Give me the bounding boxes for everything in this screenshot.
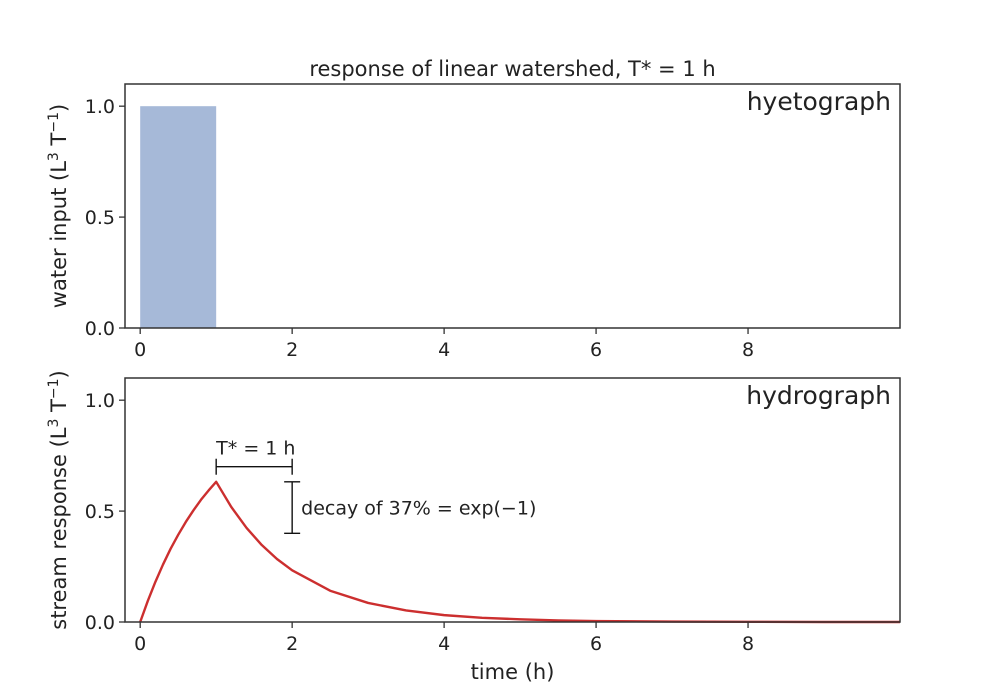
hydrograph-xtick-label-3: 6 xyxy=(590,633,602,655)
hyetograph-xtick-label-1: 2 xyxy=(286,339,298,361)
hyetograph-axes-frame xyxy=(124,83,901,329)
tstar-label: T* = 1 h xyxy=(215,438,295,460)
hyetograph-ylabel-sup1: 3 xyxy=(46,152,62,161)
hydrograph-series-line-0 xyxy=(139,480,900,624)
hydrograph-panel: hydrograph stream response (L3 T−1) time… xyxy=(46,370,901,684)
hyetograph-xtick-label-2: 4 xyxy=(438,339,450,361)
hyetograph-ytick-label-0: 0.0 xyxy=(85,318,115,340)
hydrograph-ytick-label-1: 0.5 xyxy=(85,501,115,523)
hydrograph-xtick-label-0: 0 xyxy=(134,633,146,655)
hyetograph-ylabel-sup2: −1 xyxy=(46,112,62,133)
hydrograph-ylabel-sup2: −1 xyxy=(46,378,62,399)
hydrograph-ytick-label-0: 0.0 xyxy=(85,612,115,634)
hyetograph-ylabel-a: water input (L xyxy=(47,161,71,308)
chart-title: response of linear watershed, T* = 1 h xyxy=(309,57,715,81)
hydrograph-ylabel-b: T xyxy=(47,399,71,419)
hyetograph-panel: hyetograph water input (L3 T−1) 0 2 4 6 8 0.0… xyxy=(46,83,901,361)
hydrograph-axes-frame xyxy=(124,377,901,623)
hydrograph-ylabel: stream response (L3 T−1) xyxy=(46,370,71,630)
hydrograph-xtick-label-4: 8 xyxy=(742,633,754,655)
hyetograph-ylabel-c: ) xyxy=(47,104,71,112)
hydrograph-xtick-label-2: 4 xyxy=(438,633,450,655)
decay-label: decay of 37% = exp(−1) xyxy=(301,498,536,520)
hydrograph-xlabel: time (h) xyxy=(471,660,555,684)
hydrograph-ylabel-a: stream response (L xyxy=(47,427,71,630)
hyetograph-ylabel-b: T xyxy=(47,132,71,152)
hyetograph-xtick-label-4: 8 xyxy=(742,339,754,361)
hydrograph-ylabel-c: ) xyxy=(47,370,71,378)
hydrograph-xtick-label-1: 2 xyxy=(286,633,298,655)
hyetograph-ytick-label-1: 0.5 xyxy=(85,207,115,229)
hyetograph-bar-0 xyxy=(140,106,217,328)
hyetograph-ylabel: water input (L3 T−1) xyxy=(46,104,71,308)
hyetograph-xtick-label-3: 6 xyxy=(590,339,602,361)
hyetograph-xtick-label-0: 0 xyxy=(134,339,146,361)
hydrograph-ytick-label-2: 1.0 xyxy=(85,390,115,412)
hydrograph-label: hydrograph xyxy=(746,381,891,410)
hyetograph-label: hyetograph xyxy=(747,87,891,116)
hyetograph-ytick-label-2: 1.0 xyxy=(85,96,115,118)
hydrograph-ylabel-sup1: 3 xyxy=(46,419,62,428)
